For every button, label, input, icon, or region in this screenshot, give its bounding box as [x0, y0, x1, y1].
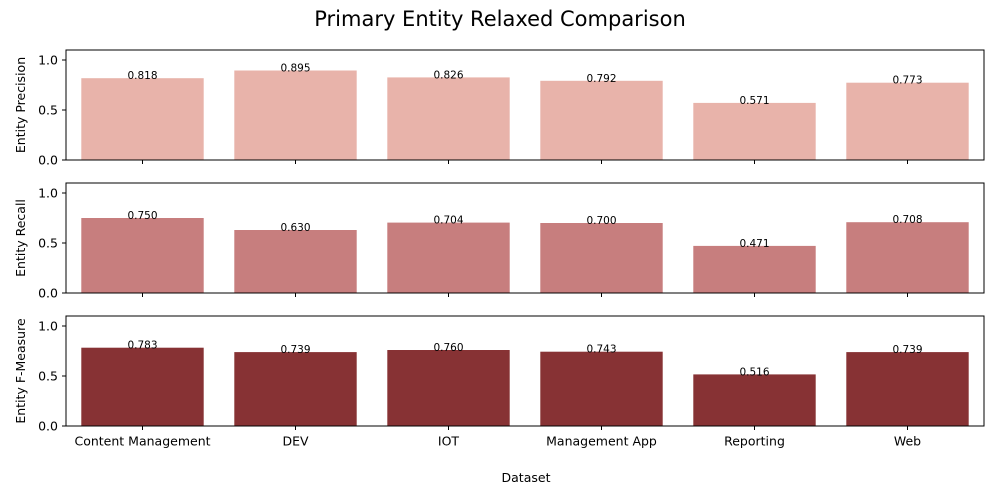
y-axis-label-3: Entity F-Measure — [13, 318, 28, 424]
panel-frame-2 — [65, 182, 985, 294]
data-label-3-2: 0.739 — [280, 344, 310, 356]
y-tick-label-1-2: 0.5 — [38, 103, 58, 118]
bar-3-6 — [846, 352, 969, 426]
x-tick-label-5: Reporting — [724, 434, 785, 449]
data-label-3-1: 0.783 — [127, 340, 157, 352]
data-label-1-3: 0.826 — [433, 69, 463, 81]
y-tick-label-2-2: 0.5 — [38, 236, 58, 251]
data-label-2-1: 0.750 — [127, 210, 157, 222]
y-tick-label-3-2: 0.5 — [38, 369, 58, 384]
data-label-3-4: 0.743 — [586, 344, 616, 356]
bar-1-6 — [846, 82, 969, 160]
bar-1-2 — [234, 70, 357, 160]
data-label-2-6: 0.708 — [892, 214, 922, 226]
bar-3-1 — [81, 347, 204, 426]
bar-2-6 — [846, 222, 969, 293]
data-label-1-2: 0.895 — [280, 63, 310, 75]
panel-frame-1 — [65, 49, 985, 161]
bar-1-5 — [693, 102, 816, 160]
data-label-1-5: 0.571 — [739, 95, 769, 107]
data-label-1-1: 0.818 — [127, 70, 157, 82]
bar-3-3 — [387, 350, 510, 426]
bar-1-1 — [81, 78, 204, 160]
panel-3: 0.783 0.739 0.760 0.743 0.516 0.739 0.0 0.5 1.0 C… — [13, 315, 985, 449]
bar-2-5 — [693, 245, 816, 293]
y-tick-label-1-1: 0.0 — [38, 153, 58, 168]
data-label-3-5: 0.516 — [739, 366, 769, 378]
chart-title: Primary Entity Relaxed Comparison — [314, 7, 686, 31]
bar-3-2 — [234, 352, 357, 426]
data-label-2-5: 0.471 — [739, 238, 769, 250]
y-tick-label-3-1: 0.0 — [38, 419, 58, 434]
data-label-1-6: 0.773 — [892, 75, 922, 87]
x-tick-label-6: Web — [894, 434, 921, 449]
data-label-3-3: 0.760 — [433, 342, 463, 354]
bar-3-5 — [693, 374, 816, 426]
data-label-2-2: 0.630 — [280, 222, 310, 234]
bar-3-4 — [540, 351, 663, 426]
x-tick-label-2: DEV — [282, 434, 309, 449]
bar-2-3 — [387, 222, 510, 293]
data-label-1-4: 0.792 — [586, 73, 616, 85]
bar-1-4 — [540, 80, 663, 160]
y-tick-label-2-1: 0.0 — [38, 286, 58, 301]
bar-2-2 — [234, 230, 357, 293]
y-tick-label-2-3: 1.0 — [38, 186, 58, 201]
x-axis-label: Dataset — [502, 470, 551, 485]
bar-2-1 — [81, 218, 204, 293]
data-label-2-3: 0.704 — [433, 215, 463, 227]
panels: 0.818 0.895 0.826 0.792 0.571 0.773 0.0 0.5 1.0 E… — [13, 49, 985, 449]
x-tick-label-3: IOT — [438, 434, 460, 449]
y-axis-label-2: Entity Recall — [13, 199, 28, 277]
panel-2: 0.750 0.630 0.704 0.700 0.471 0.708 0.0 0.5 1.0 E… — [13, 182, 985, 301]
x-tick-label-1: Content Management — [74, 434, 210, 449]
data-label-3-6: 0.739 — [892, 344, 922, 356]
y-tick-label-1-3: 1.0 — [38, 53, 58, 68]
panel-1: 0.818 0.895 0.826 0.792 0.571 0.773 0.0 0.5 1.0 E… — [13, 49, 985, 168]
x-tick-label-4: Management App — [546, 434, 657, 449]
bar-1-3 — [387, 77, 510, 160]
y-tick-label-3-3: 1.0 — [38, 319, 58, 334]
y-axis-label-1: Entity Precision — [13, 57, 28, 153]
bar-2-4 — [540, 223, 663, 293]
panel-frame-3 — [65, 315, 985, 427]
data-label-2-4: 0.700 — [586, 215, 616, 227]
